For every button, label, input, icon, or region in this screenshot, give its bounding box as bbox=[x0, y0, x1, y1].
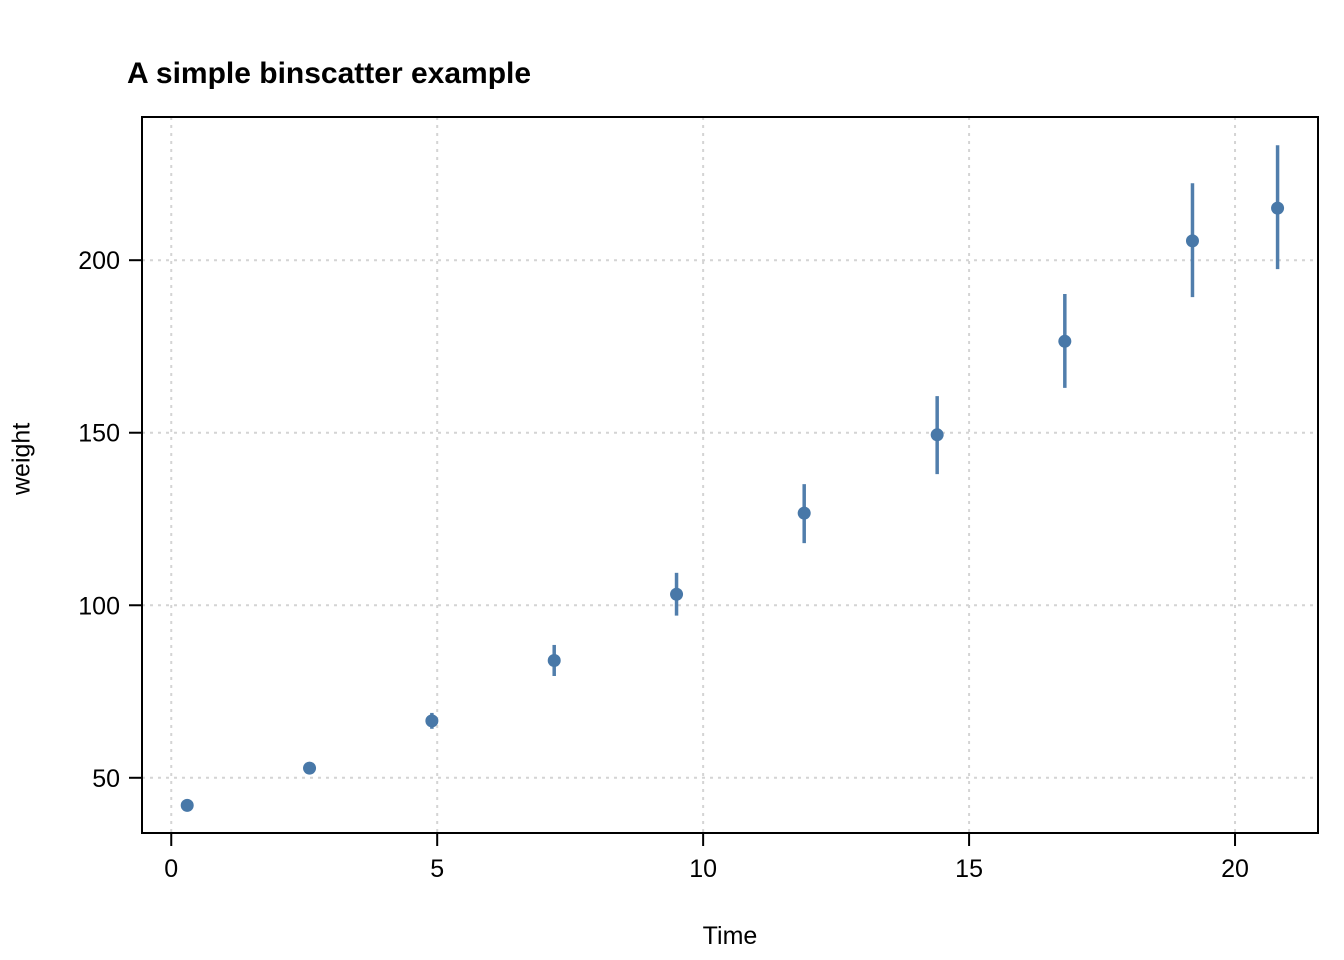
plot-border bbox=[141, 116, 1319, 834]
axis-tick-labels: 0 5 10 15 20 50 100 150 200 bbox=[78, 247, 1249, 883]
y-tick-label: 200 bbox=[78, 247, 120, 275]
data-points bbox=[180, 145, 1285, 812]
data-point bbox=[1271, 201, 1285, 215]
plot-frame bbox=[141, 116, 1319, 834]
x-axis-label: Time bbox=[702, 922, 758, 950]
x-tick-label: 15 bbox=[955, 855, 983, 883]
x-tick-label: 20 bbox=[1221, 855, 1249, 883]
y-tick-label: 100 bbox=[78, 592, 120, 620]
data-point bbox=[797, 506, 811, 520]
data-point bbox=[930, 428, 944, 442]
data-point bbox=[425, 714, 439, 728]
y-tick-label: 50 bbox=[92, 765, 120, 793]
x-tick-label: 0 bbox=[164, 855, 178, 883]
axis-ticks bbox=[129, 259, 1237, 846]
data-point bbox=[547, 653, 561, 667]
data-point bbox=[303, 761, 317, 775]
gridlines bbox=[142, 117, 1318, 833]
x-tick-label: 5 bbox=[430, 855, 444, 883]
chart-title: A simple binscatter example bbox=[127, 57, 532, 90]
data-point bbox=[1185, 234, 1199, 248]
data-point bbox=[670, 587, 684, 601]
x-tick-label: 10 bbox=[689, 855, 717, 883]
data-point bbox=[1058, 334, 1072, 348]
y-tick-label: 150 bbox=[78, 420, 120, 448]
data-point bbox=[180, 798, 194, 812]
y-axis-label: weight bbox=[7, 422, 36, 495]
